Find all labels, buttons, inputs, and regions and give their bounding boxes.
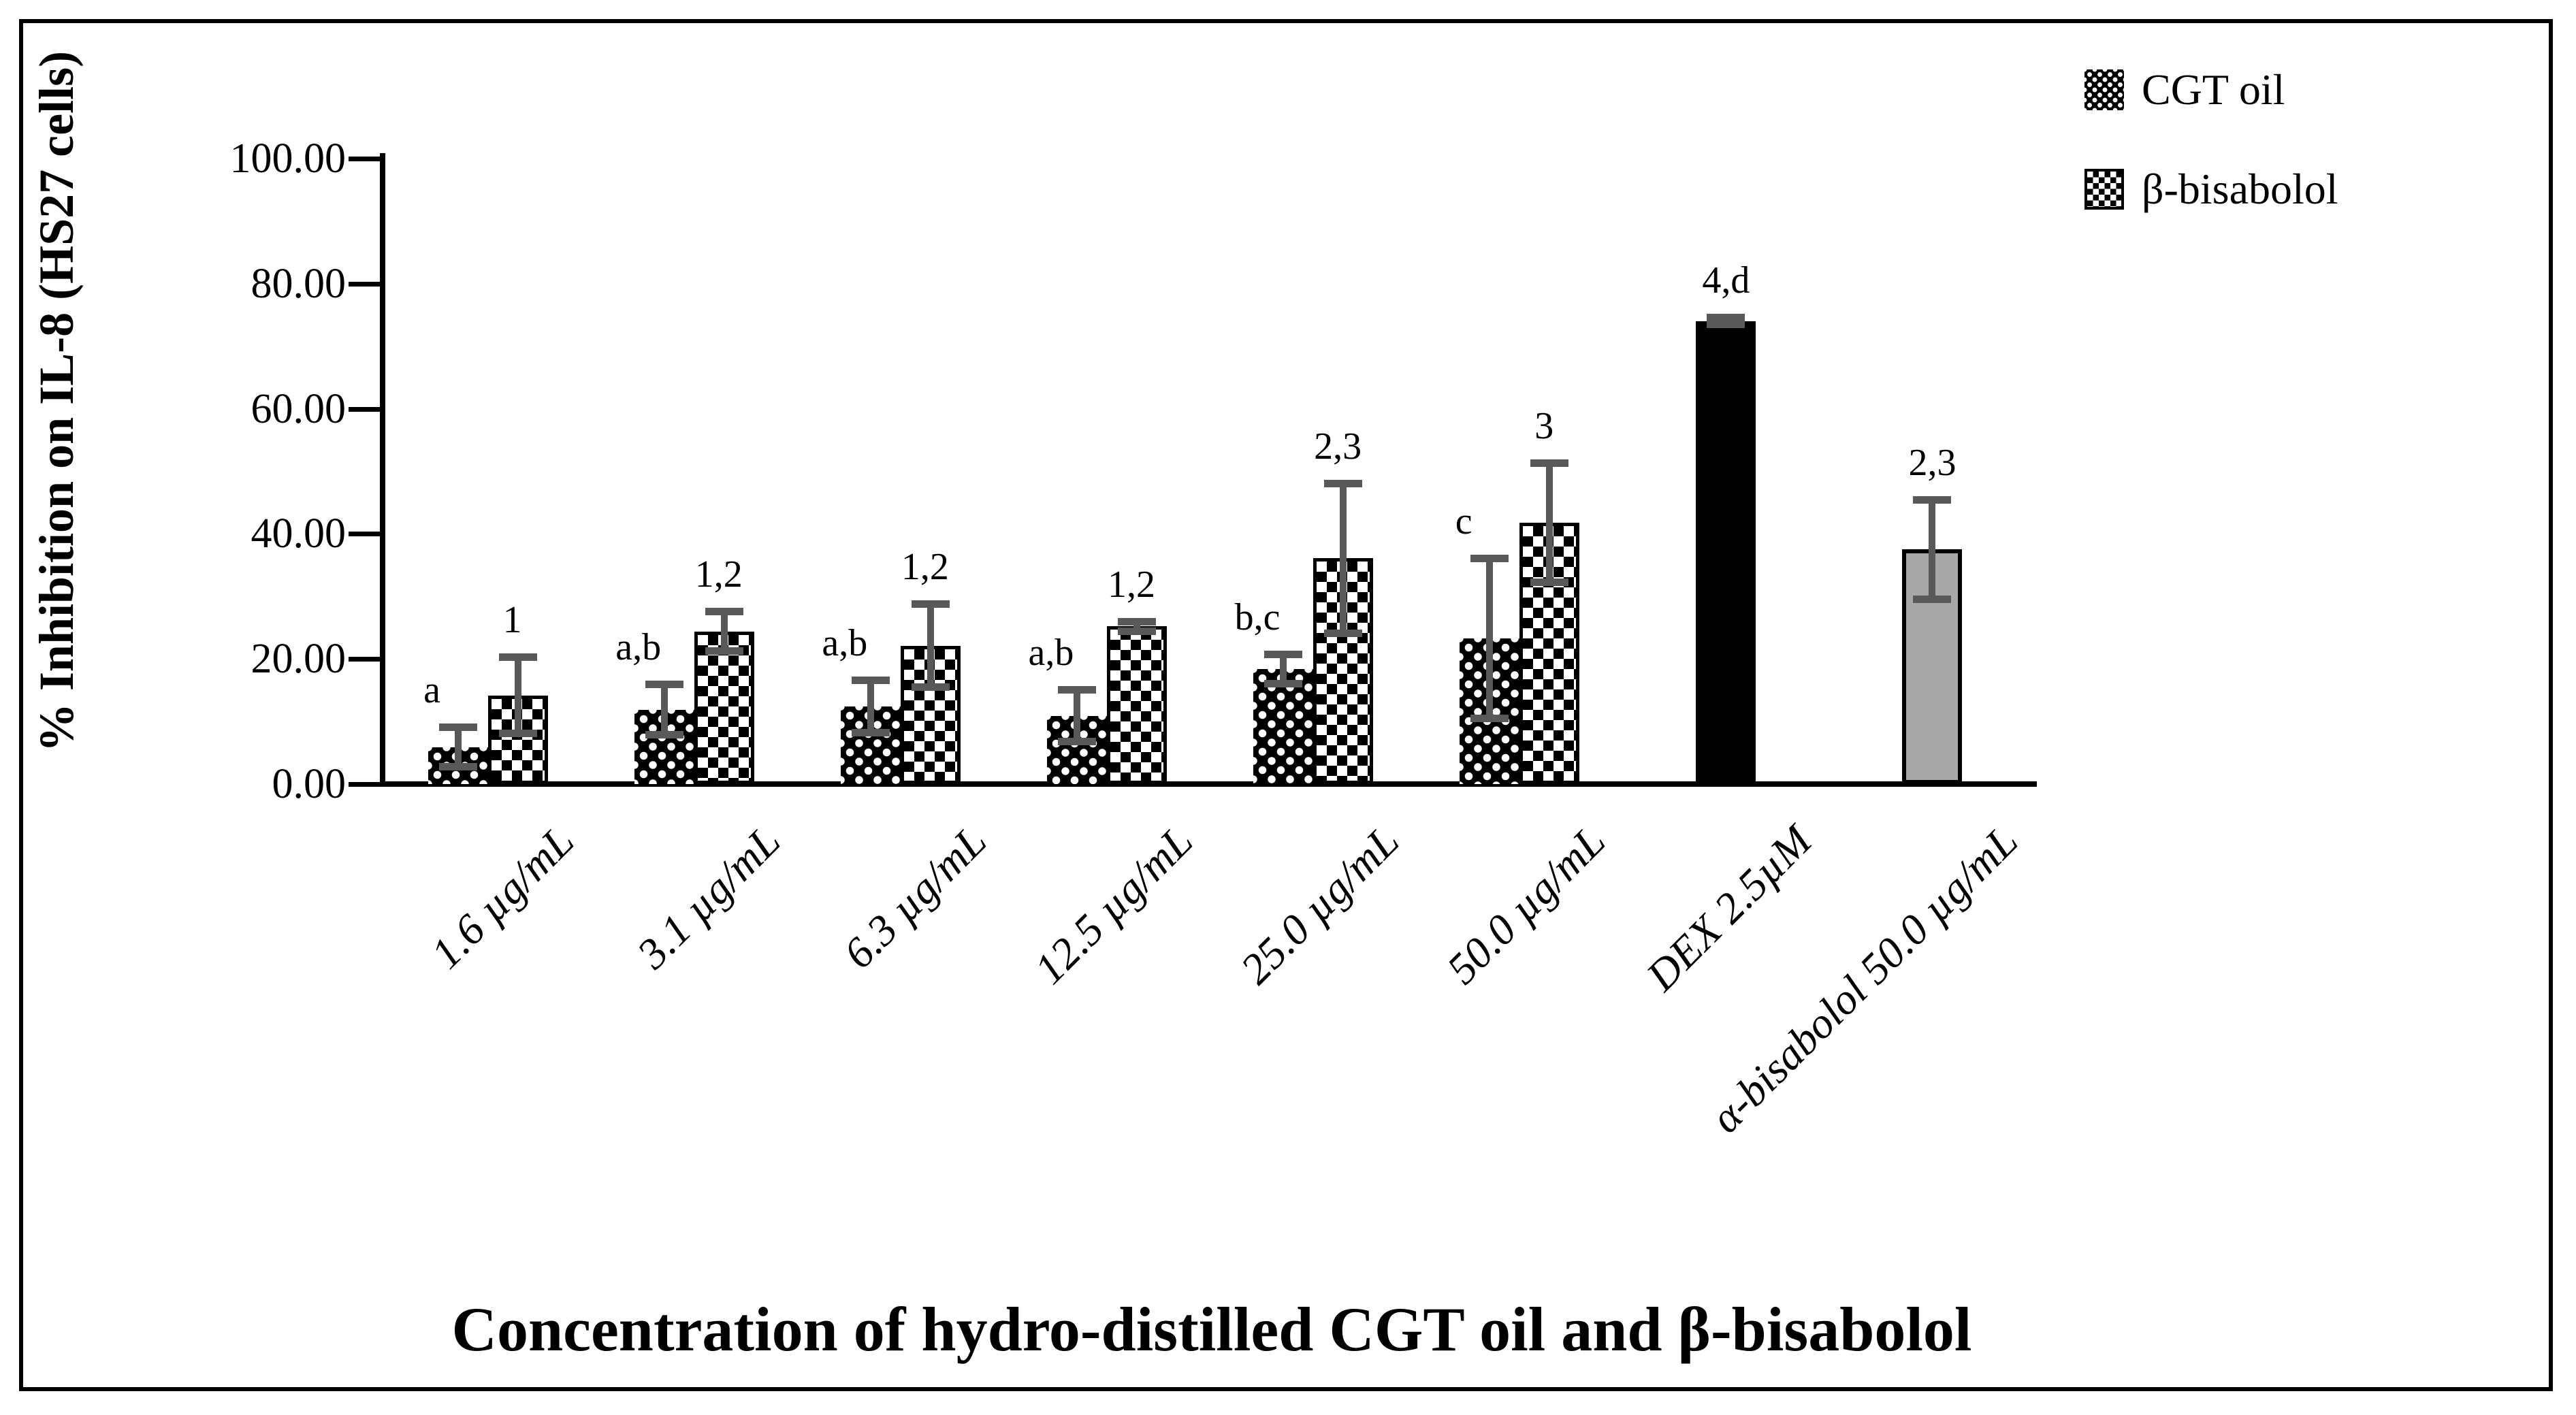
annotation-cgt-oil-0: a — [423, 669, 440, 712]
x-tick-label: 1.6 µg/mL — [421, 816, 583, 978]
error-bar-beta-bisabolol-0 — [498, 653, 537, 737]
annotation-beta-bisabolol-1: 1,2 — [694, 553, 743, 596]
y-tick — [349, 782, 380, 787]
x-tick-label: 3.1 µg/mL — [627, 816, 790, 978]
bar-beta-bisabolol-1 — [694, 631, 754, 784]
annotation-cgt-oil-1: a,b — [615, 625, 662, 668]
y-tick — [349, 406, 380, 412]
bar-dex — [1696, 321, 1756, 784]
y-tick — [349, 157, 380, 161]
annotation-beta-bisabolol-2: 1,2 — [901, 546, 949, 589]
error-bar-beta-bisabolol-4 — [1324, 479, 1363, 637]
error-bar-cgt-oil-0 — [438, 723, 477, 771]
x-tick-label: DEX 2.5µM — [1637, 816, 1821, 1001]
figure-border — [19, 19, 2553, 1391]
x-axis-line — [380, 781, 2037, 787]
error-bar-cgt-oil-4 — [1264, 650, 1303, 687]
x-axis-title: Concentration of hydro-distilled CGT oil… — [451, 1295, 1972, 1364]
error-bar-cgt-oil-3 — [1057, 686, 1096, 746]
cgt-oil-swatch-icon — [2084, 69, 2124, 110]
error-bar-alpha-bisabolol — [1913, 495, 1952, 603]
annotation-cgt-oil-4: b,c — [1234, 596, 1281, 638]
y-tick-label: 100.00 — [229, 135, 347, 182]
x-tick-label: α-bisabolol 50.0 µg/mL — [1701, 816, 2027, 1142]
bar-alpha-bisabolol — [1902, 549, 1963, 784]
legend-item-cgt-oil: CGT oil — [2084, 68, 2338, 112]
error-bar-cgt-oil-5 — [1470, 555, 1509, 722]
legend: CGT oil β-bisabolol — [2084, 68, 2338, 267]
y-tick-label: 40.00 — [251, 510, 347, 557]
error-bar-cgt-oil-1 — [645, 680, 683, 739]
annotation-alpha-bisabolol: 2,3 — [1908, 441, 1957, 484]
x-tick-label: 50.0 µg/mL — [1437, 816, 1615, 994]
bar-beta-bisabolol-2 — [900, 645, 961, 784]
legend-label: β-bisabolol — [2142, 165, 2338, 213]
legend-item-beta-bisabolol: β-bisabolol — [2084, 167, 2338, 211]
error-bar-beta-bisabolol-2 — [911, 600, 950, 692]
annotation-beta-bisabolol-0: 1 — [502, 599, 522, 642]
bar-beta-bisabolol-4 — [1313, 558, 1374, 784]
error-bar-cgt-oil-2 — [851, 677, 890, 736]
annotation-cgt-oil-5: c — [1455, 500, 1472, 543]
y-tick-label: 80.00 — [251, 260, 347, 307]
error-bar-beta-bisabolol-3 — [1117, 618, 1156, 635]
y-tick-label: 0.00 — [272, 761, 347, 807]
legend-label: CGT oil — [2142, 65, 2285, 114]
y-tick-label: 60.00 — [251, 385, 347, 432]
x-tick-label: 12.5 µg/mL — [1025, 816, 1202, 994]
y-tick — [349, 281, 380, 287]
y-tick — [349, 532, 380, 537]
error-bar-dex — [1707, 314, 1745, 329]
annotation-cgt-oil-3: a,b — [1028, 632, 1074, 674]
y-tick — [349, 657, 380, 662]
error-bar-beta-bisabolol-5 — [1530, 459, 1569, 587]
y-tick-label: 20.00 — [251, 636, 347, 683]
beta-bisabolol-swatch-icon — [2084, 169, 2124, 210]
x-tick-label: 25.0 µg/mL — [1231, 816, 1408, 994]
y-axis-line — [380, 153, 385, 787]
bar-cgt-oil-4 — [1253, 668, 1314, 784]
annotation-beta-bisabolol-3: 1,2 — [1107, 564, 1155, 606]
annotation-beta-bisabolol-4: 2,3 — [1314, 425, 1362, 468]
annotation-dex: 4,d — [1702, 259, 1750, 302]
bar-beta-bisabolol-3 — [1106, 626, 1167, 784]
annotation-cgt-oil-2: a,b — [822, 622, 868, 665]
error-bar-beta-bisabolol-1 — [705, 608, 743, 655]
x-tick-label: 6.3 µg/mL — [834, 816, 996, 978]
annotation-beta-bisabolol-5: 3 — [1534, 404, 1554, 447]
